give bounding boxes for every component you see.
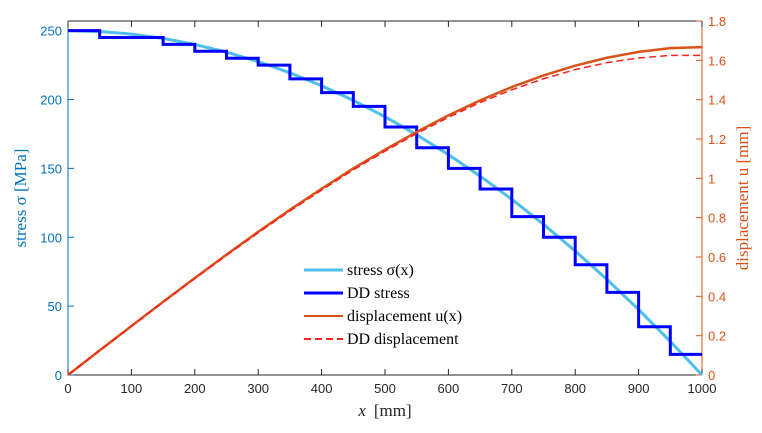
x-tick-label: 300 — [247, 381, 269, 396]
series-displacement-line — [67, 45, 703, 376]
y-left-tick-label: 50 — [48, 299, 62, 314]
y-right-tick-label: 1.8 — [708, 14, 726, 29]
y-left-tick-label: 100 — [40, 230, 62, 245]
y-right-tick-label: 0.4 — [708, 289, 726, 304]
y-left-tick-label: 200 — [40, 93, 62, 108]
plot-area — [67, 29, 704, 377]
x-tick-label: 600 — [438, 381, 460, 396]
x-axis-label-unit: [mm] — [374, 401, 412, 420]
x-tick-label: 900 — [628, 381, 650, 396]
series-dd-displacement-line — [67, 54, 702, 376]
x-tick-label: 500 — [374, 381, 396, 396]
y-left-tick-label: 150 — [40, 161, 62, 176]
series-dd-stress-line — [68, 29, 702, 356]
ticks: 0 100 200 300 400 500 600 700 800 900 100005010015… — [40, 14, 726, 396]
y-right-tick-label: 1.6 — [708, 53, 726, 68]
y-right-tick-label: 1.4 — [708, 93, 726, 108]
legend-label-dd-displacement: DD displacement — [347, 331, 459, 348]
y-right-tick-label: 0.6 — [708, 250, 726, 265]
x-tick-label: 1000 — [688, 381, 717, 396]
y-right-tick-label: 0.8 — [708, 211, 726, 226]
x-tick-label: 400 — [311, 381, 333, 396]
legend-label-displacement: displacement u(x) — [347, 308, 462, 325]
legend: stress σ(x) DD stress displacement u(x) DD … — [304, 262, 462, 348]
x-tick-label: 200 — [184, 381, 206, 396]
x-tick-label: 800 — [564, 381, 586, 396]
legend-label-dd-stress: DD stress — [347, 285, 410, 302]
legend-label-stress: stress σ(x) — [347, 262, 414, 279]
x-tick-label: 0 — [64, 381, 71, 396]
x-axis-label-var: x — [357, 401, 366, 420]
y-left-tick-label: 0 — [55, 368, 62, 383]
x-tick-label: 700 — [501, 381, 523, 396]
y-right-tick-label: 1 — [708, 171, 715, 186]
x-axis-label: x [mm] — [357, 401, 411, 420]
y-right-tick-label: 0 — [708, 368, 715, 383]
y-right-tick-label: 0.2 — [708, 329, 726, 344]
x-tick-label: 100 — [121, 381, 143, 396]
y-axis-left-label: stress σ [MPa] — [11, 149, 30, 248]
y-axis-right-label: displacement u [mm] — [733, 126, 752, 270]
y-left-tick-label: 250 — [40, 24, 62, 39]
y-right-tick-label: 1.2 — [708, 132, 726, 147]
